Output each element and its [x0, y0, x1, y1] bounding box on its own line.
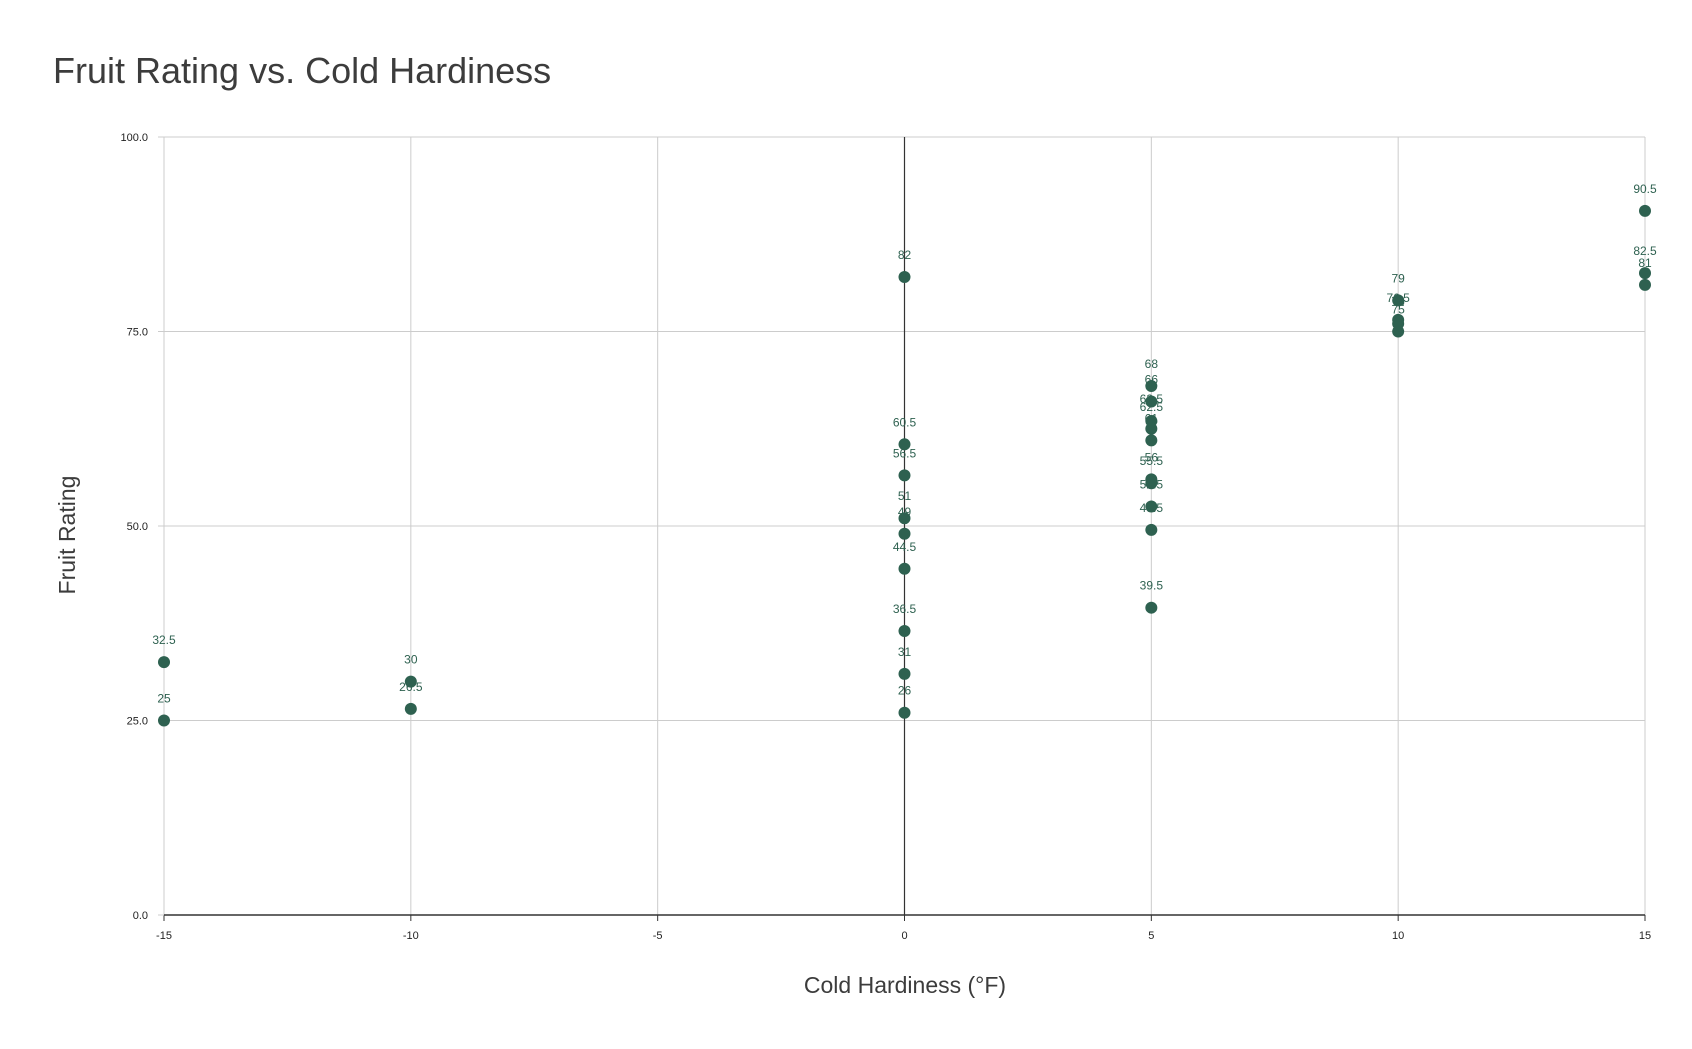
chart-title: Fruit Rating vs. Cold Hardiness	[53, 50, 552, 91]
x-tick-label: -10	[403, 930, 419, 942]
data-point	[898, 625, 911, 638]
data-point	[898, 562, 911, 575]
data-label: 68	[1145, 357, 1159, 371]
y-tick-label: 100.0	[120, 132, 148, 144]
data-point	[1392, 294, 1405, 307]
data-point	[1145, 379, 1158, 392]
data-label: 56	[1145, 450, 1159, 464]
data-point	[1145, 500, 1158, 513]
data-labels: 32.5253026.58260.556.5514944.536.5312668…	[152, 182, 1657, 706]
data-label: 39.5	[1140, 579, 1164, 593]
data-point	[898, 271, 911, 284]
y-axis-title: Fruit Rating	[54, 476, 80, 595]
x-tick-label: 10	[1392, 930, 1404, 942]
data-label: 79	[1391, 271, 1405, 285]
data-points	[158, 204, 1651, 727]
data-label: 82.5	[1633, 244, 1657, 258]
data-point	[158, 656, 170, 669]
tick-labels: 0.0 25.0 50.0 75.0 100.0 -15 -10 -5 0 5 10 15	[120, 132, 1651, 942]
data-point	[898, 438, 911, 451]
y-tick-label: 50.0	[127, 521, 148, 533]
x-axis-title: Cold Hardiness (°F)	[804, 972, 1006, 998]
data-label: 60.5	[893, 415, 917, 429]
data-point	[1639, 267, 1651, 280]
data-label: 81	[1638, 256, 1652, 270]
data-point	[1639, 278, 1651, 291]
data-point	[404, 675, 417, 688]
data-point	[898, 667, 911, 680]
x-tick-label: 15	[1639, 930, 1651, 942]
data-point	[898, 706, 911, 719]
data-label: 75	[1391, 303, 1405, 317]
data-point	[898, 469, 911, 482]
y-tick-label: 25.0	[127, 716, 148, 728]
data-label: 36.5	[893, 602, 917, 616]
data-label: 44.5	[893, 540, 917, 554]
data-point	[898, 512, 911, 525]
data-point	[1145, 601, 1158, 614]
data-point	[1145, 395, 1158, 408]
data-point	[898, 527, 911, 540]
data-point	[404, 702, 417, 715]
data-label: 30	[404, 653, 418, 667]
data-label: 82	[898, 248, 912, 262]
data-point	[158, 714, 170, 727]
data-point	[1145, 523, 1158, 536]
data-label: 51	[898, 489, 912, 503]
x-tick-label: 5	[1148, 930, 1154, 942]
y-tick-label: 0.0	[133, 910, 148, 922]
data-label: 31	[898, 645, 912, 659]
y-tick-label: 75.0	[127, 327, 148, 339]
axes	[158, 136, 1646, 921]
data-point	[1145, 434, 1158, 447]
data-point	[1145, 477, 1158, 490]
x-tick-label: 0	[901, 930, 907, 942]
x-tick-label: -15	[156, 930, 172, 942]
data-point	[1392, 325, 1405, 338]
data-point	[1145, 422, 1158, 435]
data-label: 90.5	[1633, 182, 1657, 196]
data-point	[1639, 204, 1651, 217]
x-tick-label: -5	[653, 930, 663, 942]
data-label: 26	[898, 684, 912, 698]
data-label: 56.5	[893, 446, 917, 460]
data-label: 32.5	[152, 633, 176, 647]
data-label: 25	[157, 692, 171, 706]
data-label: 55.5	[1140, 454, 1164, 468]
